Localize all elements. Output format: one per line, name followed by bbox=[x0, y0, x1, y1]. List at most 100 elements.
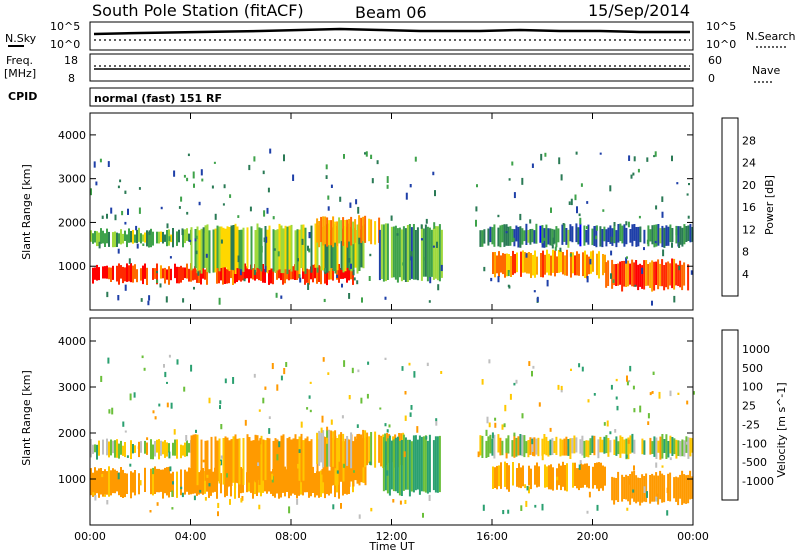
speckle bbox=[511, 161, 514, 166]
speckle bbox=[404, 391, 407, 395]
cell bbox=[386, 223, 389, 280]
scatter-band bbox=[382, 434, 441, 497]
cell bbox=[572, 462, 574, 488]
speckle bbox=[661, 465, 664, 468]
cell bbox=[550, 464, 552, 490]
speckle bbox=[122, 421, 125, 427]
cell bbox=[342, 468, 344, 496]
cell bbox=[232, 267, 234, 285]
cell bbox=[268, 266, 270, 285]
cell bbox=[575, 437, 578, 453]
speckle bbox=[202, 459, 205, 463]
cell bbox=[362, 429, 365, 468]
speckle bbox=[193, 495, 196, 501]
colorbar-tick-label: 4 bbox=[742, 268, 749, 281]
cell bbox=[596, 462, 598, 489]
cell bbox=[479, 230, 482, 247]
cell bbox=[172, 442, 174, 456]
cell bbox=[218, 226, 221, 272]
speckle bbox=[612, 279, 615, 283]
cell bbox=[246, 434, 249, 483]
speckle bbox=[440, 264, 443, 272]
freq-panel bbox=[89, 53, 694, 82]
cell bbox=[92, 233, 94, 244]
cell bbox=[274, 471, 276, 498]
cell bbox=[100, 468, 102, 495]
speckle bbox=[276, 384, 279, 391]
speckle bbox=[562, 223, 565, 226]
speckle bbox=[266, 207, 269, 214]
speckle bbox=[661, 196, 664, 202]
cell bbox=[513, 229, 516, 247]
speckle bbox=[525, 500, 528, 507]
cell bbox=[328, 269, 330, 280]
cell bbox=[280, 435, 283, 484]
speckle bbox=[173, 170, 176, 177]
speckle bbox=[240, 498, 243, 503]
cell bbox=[90, 230, 92, 242]
cell bbox=[481, 435, 484, 458]
cell bbox=[414, 435, 417, 491]
speckle bbox=[686, 400, 689, 405]
cell bbox=[156, 263, 158, 285]
cell bbox=[633, 262, 636, 287]
speckle bbox=[586, 276, 589, 283]
speckle bbox=[396, 233, 399, 236]
cell bbox=[124, 442, 126, 458]
cell bbox=[164, 467, 166, 494]
speckle bbox=[163, 364, 165, 368]
cell bbox=[623, 439, 626, 454]
cell bbox=[200, 439, 203, 484]
speckle bbox=[633, 408, 636, 413]
cell bbox=[194, 266, 196, 280]
cell bbox=[588, 256, 590, 275]
cell bbox=[332, 431, 335, 467]
cell bbox=[492, 466, 494, 489]
speckle bbox=[99, 158, 102, 163]
speckles bbox=[92, 354, 695, 519]
cell bbox=[552, 249, 554, 273]
speckle bbox=[641, 267, 644, 275]
cell bbox=[570, 252, 572, 278]
speckle bbox=[525, 253, 528, 258]
cell bbox=[180, 265, 182, 283]
cell bbox=[316, 471, 318, 496]
cell bbox=[348, 263, 350, 281]
cell bbox=[170, 268, 172, 281]
speckle bbox=[526, 486, 529, 491]
speckle bbox=[634, 284, 637, 287]
cell bbox=[172, 228, 174, 248]
speckle bbox=[671, 155, 673, 162]
ytick-label: 2000 bbox=[58, 216, 86, 229]
cell bbox=[310, 266, 312, 280]
cell bbox=[428, 227, 431, 278]
cell bbox=[344, 264, 346, 279]
cell bbox=[625, 227, 628, 245]
cell bbox=[110, 439, 112, 456]
cell bbox=[549, 439, 552, 456]
speckle bbox=[307, 245, 309, 251]
cell bbox=[552, 467, 554, 491]
speckle bbox=[651, 391, 654, 394]
colorbar-tick-label: -500 bbox=[742, 456, 767, 469]
cell bbox=[665, 434, 668, 459]
cell bbox=[362, 224, 365, 269]
speckle bbox=[519, 213, 522, 221]
speckle bbox=[195, 250, 198, 255]
cell bbox=[168, 466, 170, 498]
speckle bbox=[609, 431, 612, 435]
cell bbox=[250, 264, 252, 279]
cell bbox=[613, 264, 616, 286]
cell bbox=[594, 463, 596, 486]
cell bbox=[663, 475, 666, 503]
cell bbox=[517, 226, 520, 248]
cell bbox=[501, 440, 504, 456]
speckle bbox=[370, 507, 373, 512]
cell bbox=[641, 474, 644, 503]
cell bbox=[655, 261, 658, 285]
speckle bbox=[165, 296, 168, 303]
cell bbox=[330, 220, 333, 246]
speckle bbox=[507, 284, 510, 288]
speckle bbox=[309, 409, 312, 413]
speckle bbox=[95, 181, 98, 186]
